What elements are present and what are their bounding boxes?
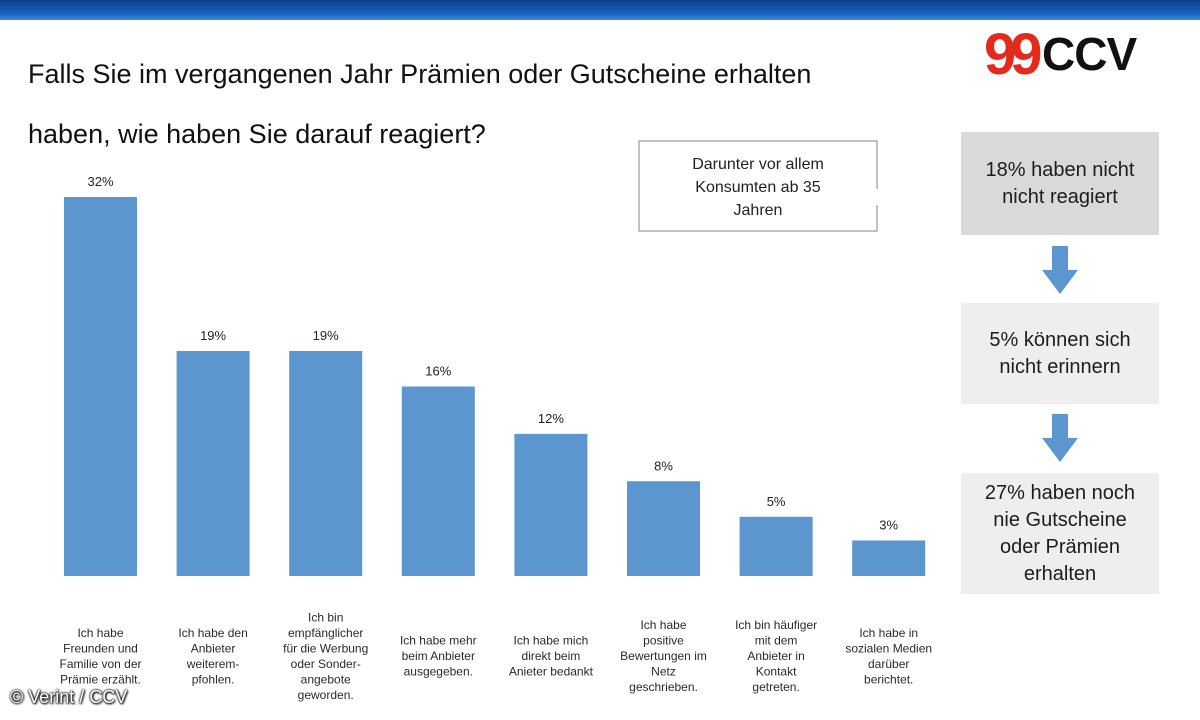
page-title: Falls Sie im vergangenen Jahr Prämien od…: [28, 44, 928, 164]
category-label: Ich habe mich direkt beim Anieter bedankt: [509, 634, 594, 679]
stat-box-cannot-remember: 5% können sich nicht erinnern: [961, 303, 1159, 404]
bar-value-label: 32%: [87, 174, 113, 189]
credit-text: Verint / CCV: [28, 687, 128, 707]
stat-line: 18% haben nicht: [985, 158, 1135, 181]
stat-line: nicht erinnern: [999, 355, 1121, 378]
ccv-logo: 99 CCV: [984, 26, 1138, 86]
stat-box-no-reaction: 18% haben nicht nicht reagiert: [961, 132, 1159, 235]
bar-value-label: 3%: [879, 517, 898, 532]
top-banner: [0, 0, 1200, 20]
callout-line: Darunter vor allem: [692, 156, 824, 173]
down-arrow-icon: [1042, 414, 1078, 462]
stat-line: 27% haben noch: [984, 481, 1136, 504]
callout-bubble: [638, 140, 878, 232]
category-label: Ich habe den Anbieter weiterem-pfohlen.: [178, 626, 247, 687]
bar-value-label: 12%: [538, 411, 564, 426]
stat-line: 5% können sich: [989, 328, 1131, 351]
bar: [514, 433, 588, 576]
category-label: Ich habe Freunden und Familie von der Prämi…: [59, 626, 141, 687]
bar: [852, 540, 926, 576]
stat-box-never-received: 27% haben noch nie Gutscheine oder Prämi…: [961, 473, 1159, 594]
title-line-1: Falls Sie im vergangenen Jahr Prämien od…: [28, 59, 812, 89]
bar: [401, 386, 475, 576]
category-label: Ich habe mehr beim Anbieter ausgegeben.: [400, 634, 477, 679]
stat-line: nicht reagiert: [1002, 185, 1118, 208]
bar-value-label: 8%: [654, 458, 673, 473]
image-credit: © Verint / CCV: [10, 687, 127, 708]
callout-text: Darunter vor allem Konsumten ab 35 Jahre…: [650, 153, 866, 222]
logo-wordmark: CCV: [1042, 28, 1137, 80]
bar: [289, 350, 363, 576]
bar: [627, 481, 700, 576]
down-arrow-icon: [1042, 246, 1078, 294]
bar: [739, 516, 813, 576]
stat-line: nie Gutscheine: [993, 508, 1127, 531]
callout-line: Konsumten ab 35: [695, 179, 821, 196]
bar-value-label: 19%: [313, 328, 339, 343]
stat-line: oder Prämien: [999, 535, 1121, 558]
copyright-icon: ©: [10, 687, 24, 707]
title-line-2: haben, wie haben Sie darauf reagiert?: [28, 119, 486, 149]
category-label: Ich habe in sozialen Medien darüber bericht…: [845, 626, 932, 687]
bar: [176, 350, 250, 576]
stat-line: erhalten: [1023, 562, 1097, 585]
bar-value-label: 5%: [767, 494, 786, 509]
bar: [64, 197, 137, 576]
category-label: Ich habe positive Bewertungen im Netz geschr…: [620, 618, 707, 694]
bar-value-label: 16%: [425, 364, 451, 379]
category-label: Ich bin empfänglicher für die Werbung oder …: [283, 610, 368, 702]
callout-line: Jahren: [733, 202, 783, 219]
bar-value-label: 19%: [200, 328, 226, 343]
category-label: Ich bin häufiger mit dem Anbieter in Kontak…: [735, 618, 817, 694]
